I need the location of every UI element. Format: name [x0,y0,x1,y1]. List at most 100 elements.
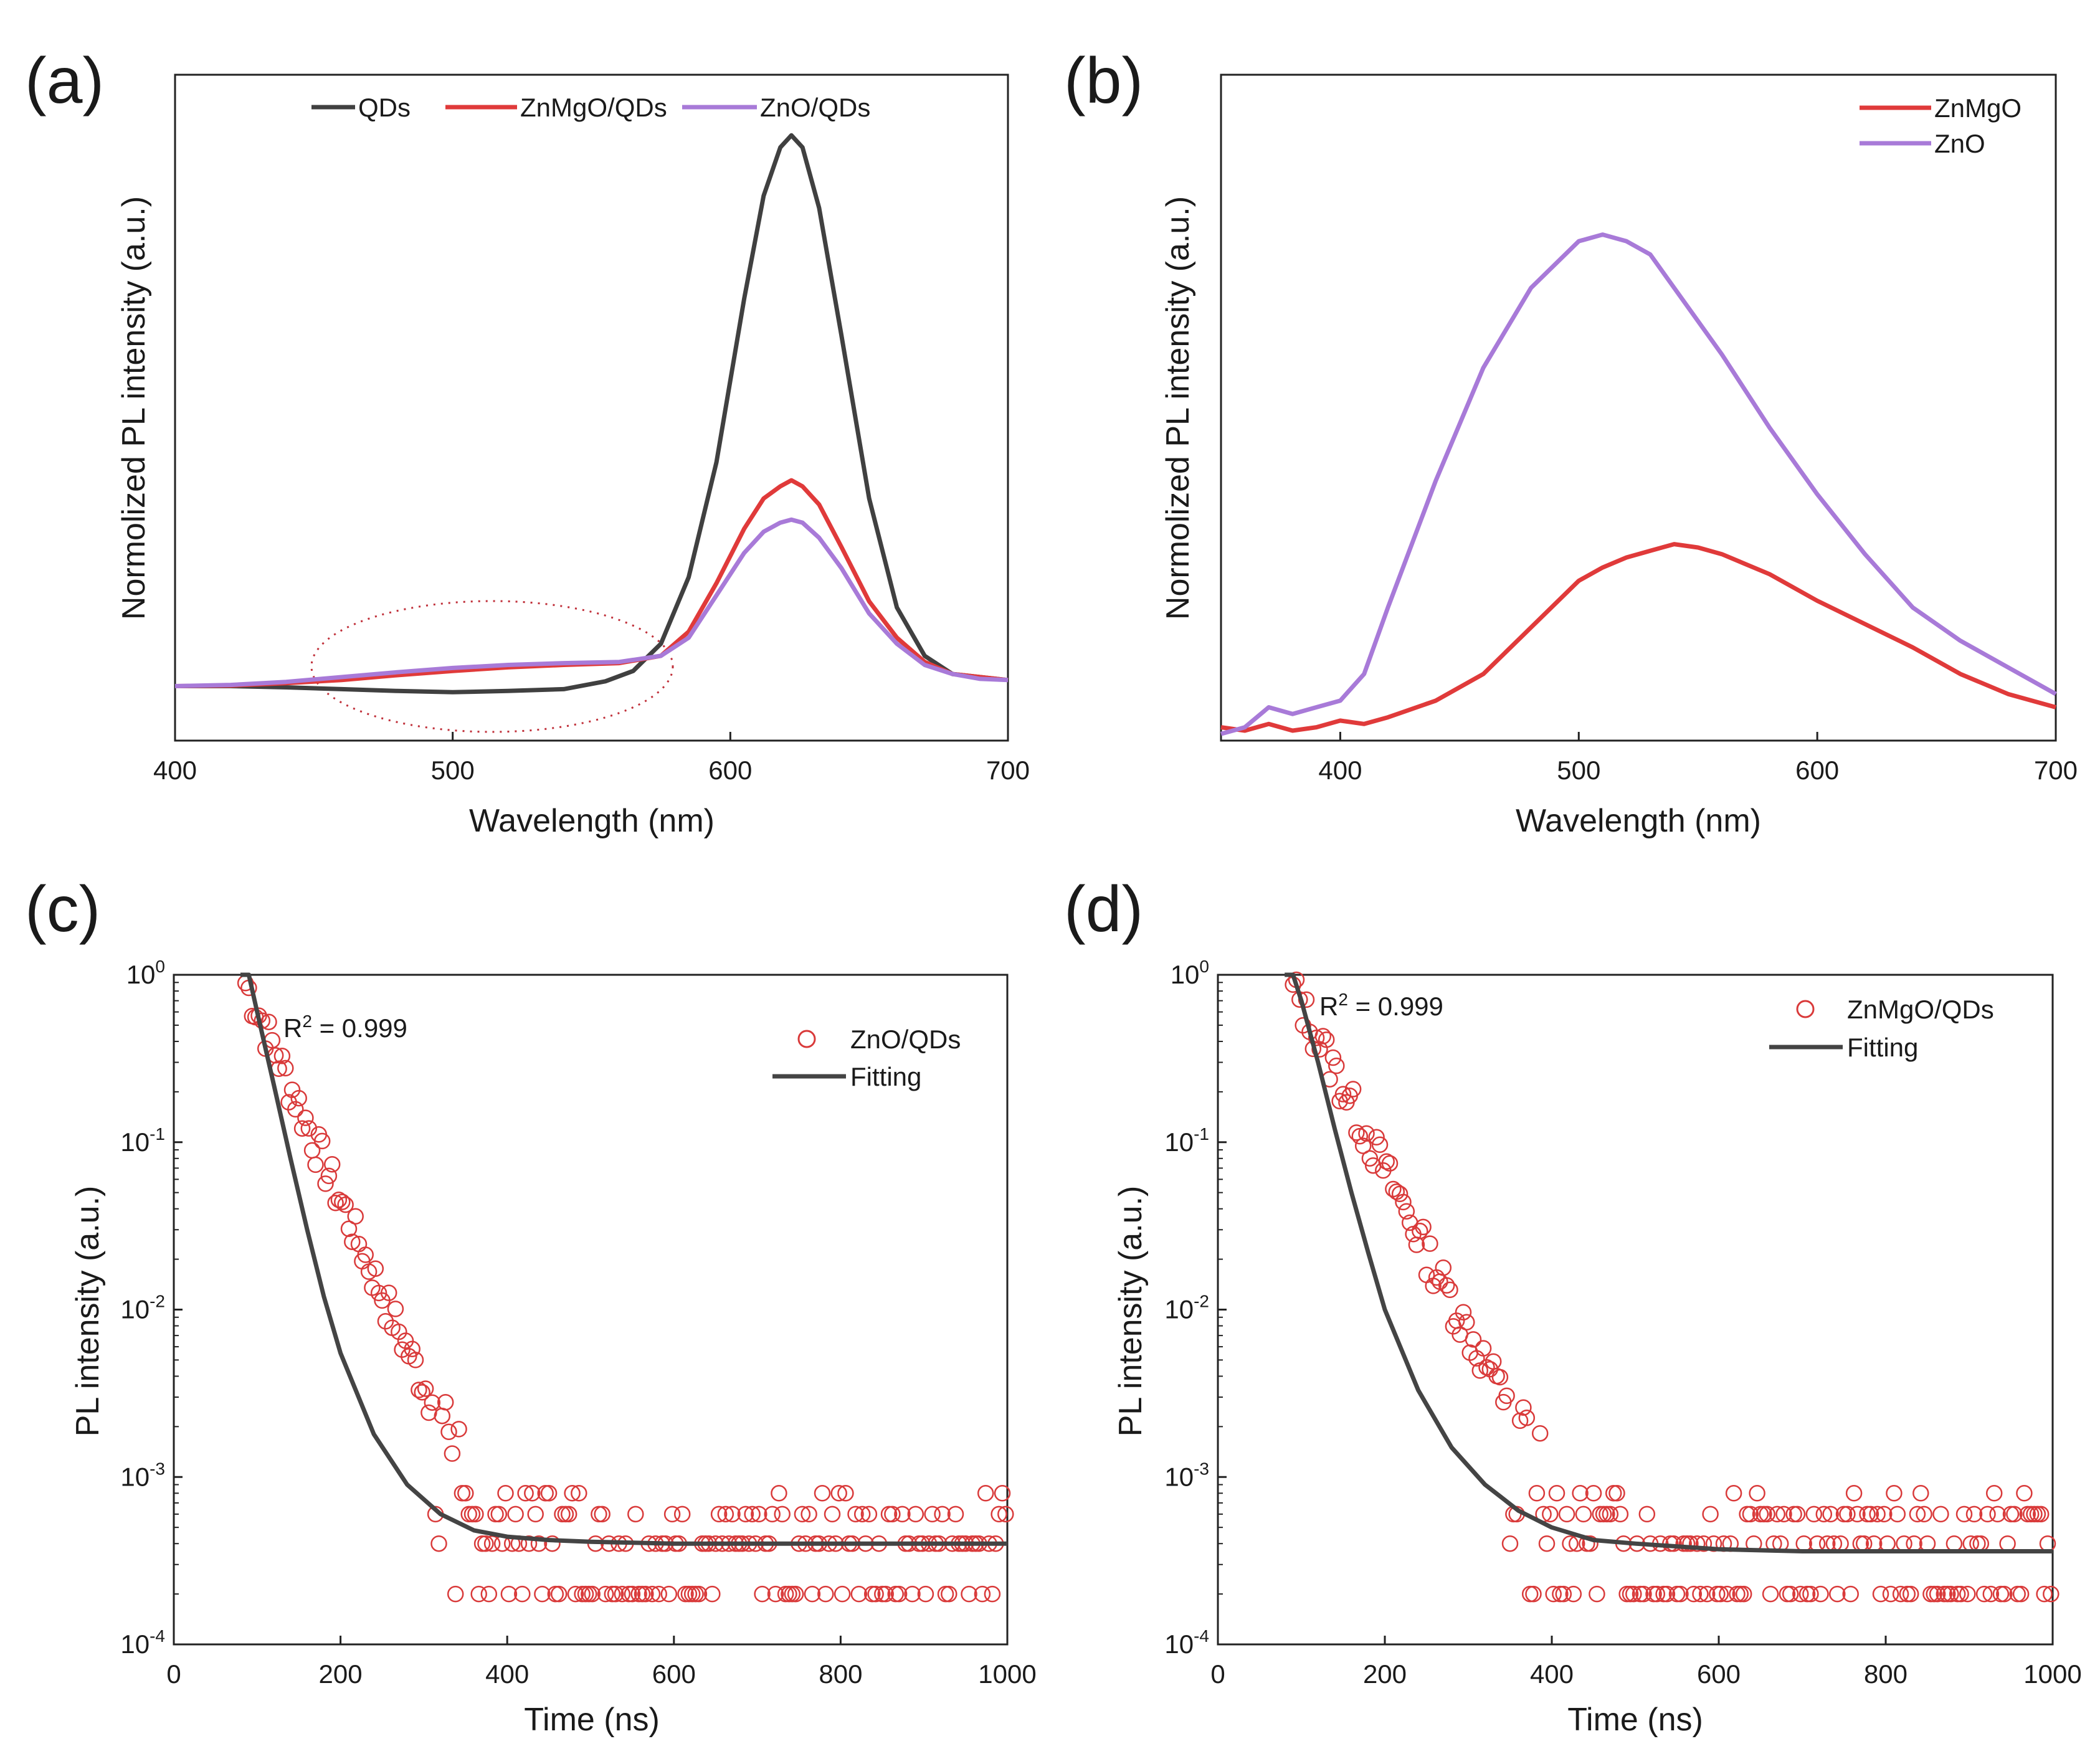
data-point-c [344,1233,361,1250]
fitting-line-d [1285,972,2053,1553]
data-point-d [1455,1304,1472,1320]
data-point-c [327,1195,344,1211]
data-point-d [1916,1505,1932,1523]
data-point-d [1398,1203,1415,1220]
data-point-d [1585,1485,1602,1502]
panel-a: (a) 400 500 600 700 Wavelength (nm) Normoli… [25,45,1030,839]
data-point-d [1475,1340,1492,1357]
data-point-d [1521,1585,1539,1603]
data-point-c [434,1407,451,1425]
data-point-c [607,1585,624,1603]
x-tick-label-b-3: 700 [2034,756,2078,785]
data-point-d [1602,1505,1619,1523]
data-point-c [817,1585,834,1603]
data-point-c [860,1505,878,1523]
data-point-c [834,1585,851,1603]
legend-label-qds: QDs [358,93,411,122]
data-point-d [1344,1081,1362,1098]
data-point-d [1528,1485,1546,1502]
data-point-c [867,1585,884,1603]
data-point-d [2043,1585,2060,1603]
data-point-c [704,1585,721,1603]
data-point-c [303,1142,321,1159]
data-point-c [497,1485,514,1502]
data-point-c [470,1585,487,1603]
data-point-d [1899,1585,1916,1603]
data-point-d [2032,1505,2050,1523]
data-point-c [527,1505,544,1523]
data-point-d [1688,1535,1706,1552]
data-point-d [1412,1223,1428,1240]
data-point-d [1829,1585,1846,1603]
legend-label-d-znmgo-qds: ZnMgO/QDs [1847,995,1994,1024]
data-point-d [1719,1585,1736,1603]
data-point-c [937,1585,954,1603]
data-point-d [1932,1505,1949,1523]
data-point-d [1371,1136,1389,1154]
data-point-d [1849,1505,1866,1523]
series-line-a-znmgo-qds [174,478,1009,688]
panel-c-y-title: PL intensity (a.u.) [70,1186,106,1437]
data-point-c [591,1505,607,1523]
data-point-c [520,1535,538,1552]
data-point-c [564,1485,581,1502]
legend-label-znmgo: ZnMgO [1934,93,2022,123]
data-point-d [1348,1124,1365,1141]
data-point-d [1842,1585,1859,1603]
panel-a-legend: QDs ZnMgO/QDs ZnO/QDs [311,93,870,122]
data-point-c [463,1505,481,1523]
x-tick-label-c-4: 800 [819,1659,862,1689]
data-point-c [637,1585,654,1603]
data-point-d [2012,1585,2030,1603]
data-point-c [340,1220,358,1238]
data-point-d [1648,1585,1666,1603]
data-point-c [457,1485,474,1502]
data-point-d [1314,1028,1332,1045]
data-point-c [663,1505,681,1523]
data-point-d [1572,1485,1589,1502]
data-point-d [1782,1585,1799,1603]
data-point-c [450,1421,467,1438]
panel-b-y-title: Normolized PL intensity (a.u.) [1160,196,1196,620]
y-tick-label-d-2: 10-2 [1164,1292,1209,1324]
data-point-c [557,1505,574,1523]
data-point-c [477,1535,494,1552]
data-point-d [1395,1193,1412,1211]
data-point-d [1308,1029,1325,1046]
data-point-d [1982,1585,2000,1603]
data-point-c [571,1485,587,1502]
data-point-d [1825,1535,1843,1552]
panel-d-r2-annotation: R2 = 0.999 [1319,990,1443,1021]
panel-b: (b) 400 500 600 700 Wavelength (nm) Normoli… [1064,45,2078,839]
data-point-c [420,1404,437,1421]
data-point-c [724,1505,741,1523]
data-point-c [771,1485,787,1502]
data-point-d [1545,1585,1562,1603]
data-point-d [1542,1505,1559,1523]
data-point-d [1762,1585,1779,1603]
x-tick-label-b-0: 400 [1318,756,1362,785]
data-point-c [850,1585,868,1603]
data-point-c [644,1585,661,1603]
data-point-d [1531,1425,1549,1442]
data-point-c [334,1193,351,1210]
data-point-d [1682,1535,1699,1552]
panel-a-x-title: Wavelength (nm) [469,803,715,839]
data-point-c [717,1505,734,1523]
data-point-c [917,1585,934,1603]
data-point-c [417,1380,434,1397]
legend-label-zno-qds: ZnO/QDs [760,93,870,122]
y-tick-label-c-2: 10-2 [120,1292,165,1324]
data-point-c [483,1535,501,1552]
legend-label-d-fitting: Fitting [1847,1033,1918,1062]
data-point-c [660,1585,678,1603]
data-point-d [1725,1485,1742,1502]
data-point-d [1368,1129,1385,1146]
data-point-c [364,1279,381,1296]
data-point-d [1775,1505,1792,1523]
legend-label-c-zno-qds: ZnO/QDs [850,1025,961,1054]
data-point-d [1378,1153,1395,1170]
data-point-d [1979,1505,1996,1523]
data-point-c [751,1505,767,1523]
data-point-c [690,1585,708,1603]
